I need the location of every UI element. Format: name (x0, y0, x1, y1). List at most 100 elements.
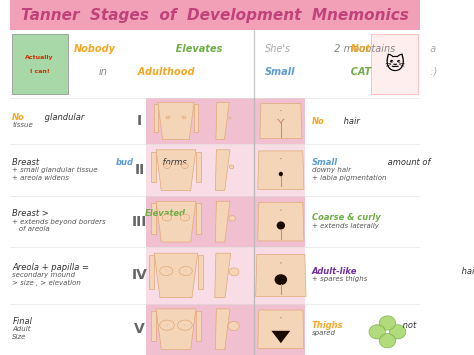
Text: in: in (99, 67, 107, 77)
Text: Thighs: Thighs (311, 321, 343, 330)
Text: hair: hair (459, 267, 474, 276)
Text: Adulthood: Adulthood (131, 67, 194, 77)
Circle shape (166, 325, 167, 326)
Text: III: III (132, 215, 147, 229)
Text: 2 mountains: 2 mountains (328, 44, 395, 54)
Text: I: I (137, 114, 142, 128)
Bar (254, 304, 305, 355)
Ellipse shape (228, 322, 239, 331)
Text: Size: Size (12, 334, 27, 340)
Bar (371, 34, 418, 94)
Text: Tanner  Stages  of  Development  Mnemonics: Tanner Stages of Development Mnemonics (21, 7, 409, 23)
Ellipse shape (277, 222, 285, 230)
Text: spared: spared (311, 330, 336, 336)
Text: of areola: of areola (12, 226, 50, 233)
Ellipse shape (274, 274, 287, 285)
Polygon shape (154, 104, 158, 132)
Polygon shape (198, 256, 203, 289)
Circle shape (280, 158, 282, 159)
Text: II: II (134, 163, 145, 177)
Text: IV: IV (131, 268, 147, 283)
Polygon shape (158, 103, 194, 140)
Ellipse shape (179, 267, 192, 275)
Ellipse shape (162, 214, 172, 221)
Ellipse shape (229, 117, 231, 119)
Text: :): :) (424, 67, 437, 77)
Bar (254, 98, 305, 144)
Ellipse shape (390, 325, 406, 339)
Polygon shape (196, 152, 201, 182)
Ellipse shape (182, 164, 188, 168)
Polygon shape (258, 151, 304, 190)
Text: She's: She's (264, 44, 291, 54)
Text: Coarse & curly: Coarse & curly (311, 213, 380, 222)
Polygon shape (258, 310, 304, 349)
Text: Not: Not (344, 44, 370, 54)
Text: Adult-like: Adult-like (311, 267, 357, 276)
Ellipse shape (160, 320, 174, 330)
Text: + spares thighs: + spares thighs (311, 276, 367, 283)
Bar (254, 247, 305, 304)
Ellipse shape (229, 268, 239, 276)
Text: bud: bud (116, 158, 134, 167)
Text: + extends laterally: + extends laterally (311, 223, 378, 229)
Text: forms: forms (160, 158, 187, 167)
Text: + areola widens: + areola widens (12, 175, 69, 181)
Text: + labia pigmentation: + labia pigmentation (311, 175, 386, 181)
Polygon shape (255, 255, 306, 296)
Polygon shape (196, 203, 201, 234)
Text: Small: Small (264, 67, 295, 77)
Text: Areola + papilla =: Areola + papilla = (12, 263, 89, 272)
Ellipse shape (178, 320, 192, 330)
Polygon shape (216, 103, 229, 140)
Polygon shape (258, 202, 304, 241)
Polygon shape (215, 201, 230, 242)
Polygon shape (215, 150, 230, 191)
Polygon shape (154, 253, 198, 298)
Circle shape (184, 325, 185, 326)
Text: I can!: I can! (30, 70, 50, 75)
Polygon shape (194, 104, 198, 132)
Bar (146, 304, 254, 355)
Polygon shape (215, 253, 231, 298)
Bar (146, 196, 254, 247)
Ellipse shape (182, 116, 186, 119)
Text: Small: Small (311, 158, 337, 167)
Ellipse shape (369, 325, 385, 339)
Polygon shape (151, 152, 156, 182)
Bar (10, 0, 420, 30)
Text: Nobody: Nobody (74, 44, 116, 54)
Text: + small glandular tissue: + small glandular tissue (12, 167, 98, 173)
Bar (146, 247, 254, 304)
Bar (146, 144, 254, 196)
Text: Breast >: Breast > (12, 209, 52, 218)
Ellipse shape (164, 164, 171, 168)
Polygon shape (272, 331, 290, 343)
Polygon shape (215, 309, 230, 350)
Circle shape (167, 117, 168, 118)
Text: secondary mound: secondary mound (12, 272, 75, 278)
Polygon shape (156, 309, 196, 350)
Text: tissue: tissue (12, 122, 33, 128)
Text: + extends beyond borders: + extends beyond borders (12, 219, 106, 225)
Text: Adult: Adult (12, 326, 31, 332)
Bar (10, 30, 420, 98)
Text: Final: Final (12, 317, 32, 326)
Text: glandular: glandular (42, 113, 84, 122)
Ellipse shape (229, 165, 234, 169)
Text: downy hair: downy hair (311, 167, 351, 173)
Text: hair: hair (341, 116, 360, 126)
Circle shape (184, 217, 185, 218)
Text: 🐱: 🐱 (384, 54, 405, 73)
Text: V: V (134, 322, 145, 336)
Circle shape (280, 209, 282, 211)
Ellipse shape (180, 214, 190, 221)
Text: Elevated: Elevated (145, 209, 186, 218)
Text: a: a (424, 44, 436, 54)
Polygon shape (196, 311, 201, 342)
Ellipse shape (160, 267, 173, 275)
Text: amount of: amount of (385, 158, 431, 167)
Circle shape (280, 110, 282, 111)
Text: No: No (12, 113, 25, 122)
Circle shape (280, 317, 282, 318)
